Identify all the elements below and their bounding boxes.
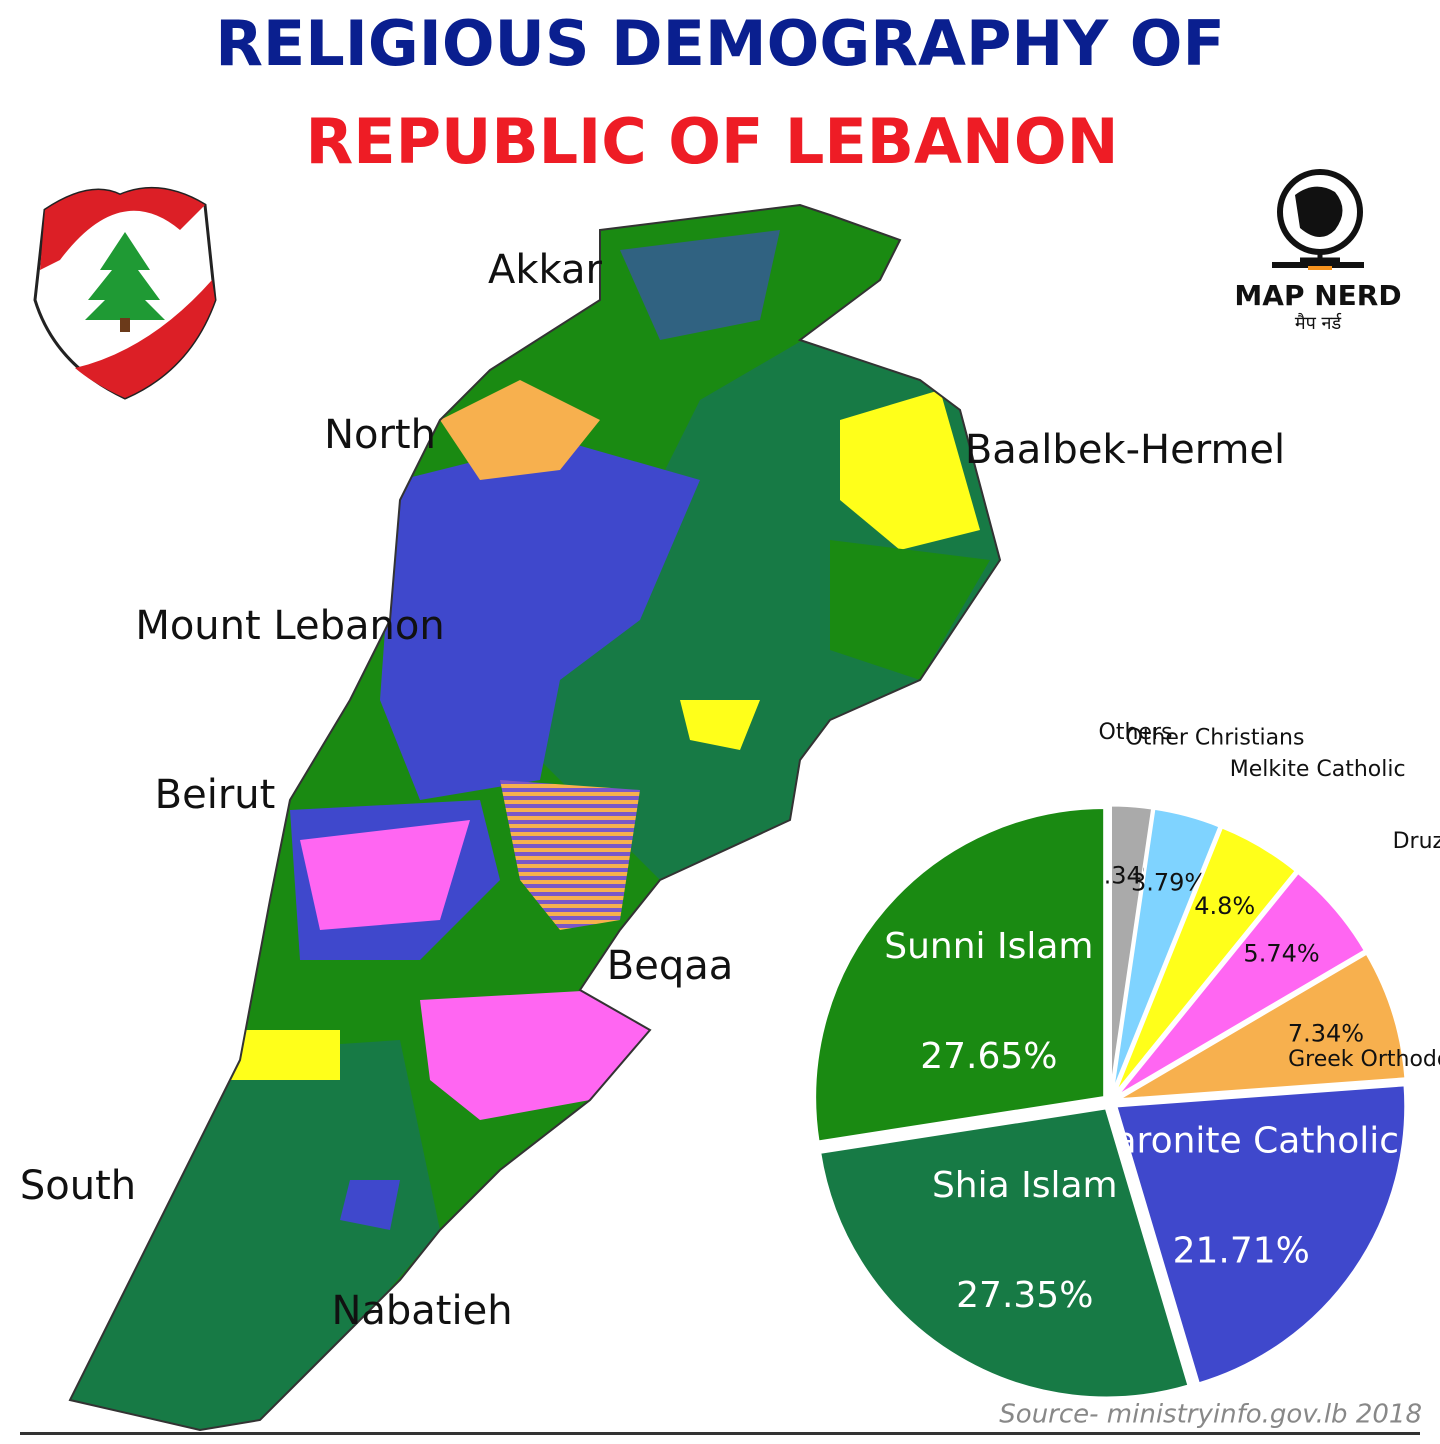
pie-slice: [818, 1106, 1191, 1400]
emblem: [33, 186, 217, 400]
pie-category-label: Others: [1099, 720, 1173, 745]
pie-slice: [1114, 1083, 1408, 1386]
pie-slice: [1110, 806, 1222, 1097]
pie-category-label: Maronite Catholic: [1083, 1121, 1399, 1162]
bottom-rule: [20, 1432, 1420, 1435]
region-label: Nabatieh: [331, 1288, 512, 1334]
pie-slice: [813, 805, 1107, 1144]
pie-value-label: 5.74%: [1243, 940, 1319, 968]
pie-category-label: Melkite Catholic: [1230, 757, 1406, 782]
pie-value-label: 7.34%: [1288, 1020, 1364, 1048]
region-label: Akkar: [488, 247, 603, 293]
pie-slice: [1112, 825, 1298, 1098]
pie-category-label: Other Christians: [1125, 725, 1304, 750]
region-label: North: [324, 412, 436, 458]
pie-slice: [1113, 870, 1367, 1099]
title-line: REPUBLIC OF LEBANON: [305, 105, 1118, 178]
pie-category-label: Greek Orthodox: [1288, 1047, 1440, 1072]
region-label: Beqaa: [607, 943, 733, 989]
pie-value-label: 27.65%: [920, 1036, 1057, 1077]
region-label: Beirut: [155, 772, 276, 818]
pie-category-label: Shia Islam: [932, 1165, 1118, 1206]
pie-value-label: 27.35%: [956, 1275, 1093, 1316]
logo-subtitle: मैप नर्ड: [1295, 312, 1342, 334]
region-label: Mount Lebanon: [135, 603, 444, 649]
region-label: South: [20, 1163, 136, 1209]
pie-value-label: 4.8%: [1194, 892, 1255, 920]
title-line: RELIGIOUS DEMOGRAPHY OF: [215, 7, 1225, 80]
pie-value-label: 21.71%: [1173, 1231, 1310, 1272]
pie-category-label: Druze: [1393, 829, 1440, 854]
pie-slice: [1115, 951, 1408, 1102]
source: Source- ministryinfo.gov.lb 2018: [999, 1400, 1422, 1430]
logo-name: MAP NERD: [1234, 279, 1401, 312]
region-label: Baalbek-Hermel: [965, 427, 1285, 473]
logo: MAP NERD मैप नर्ड: [1234, 169, 1402, 334]
pie-category-label: Sunni Islam: [884, 926, 1093, 967]
